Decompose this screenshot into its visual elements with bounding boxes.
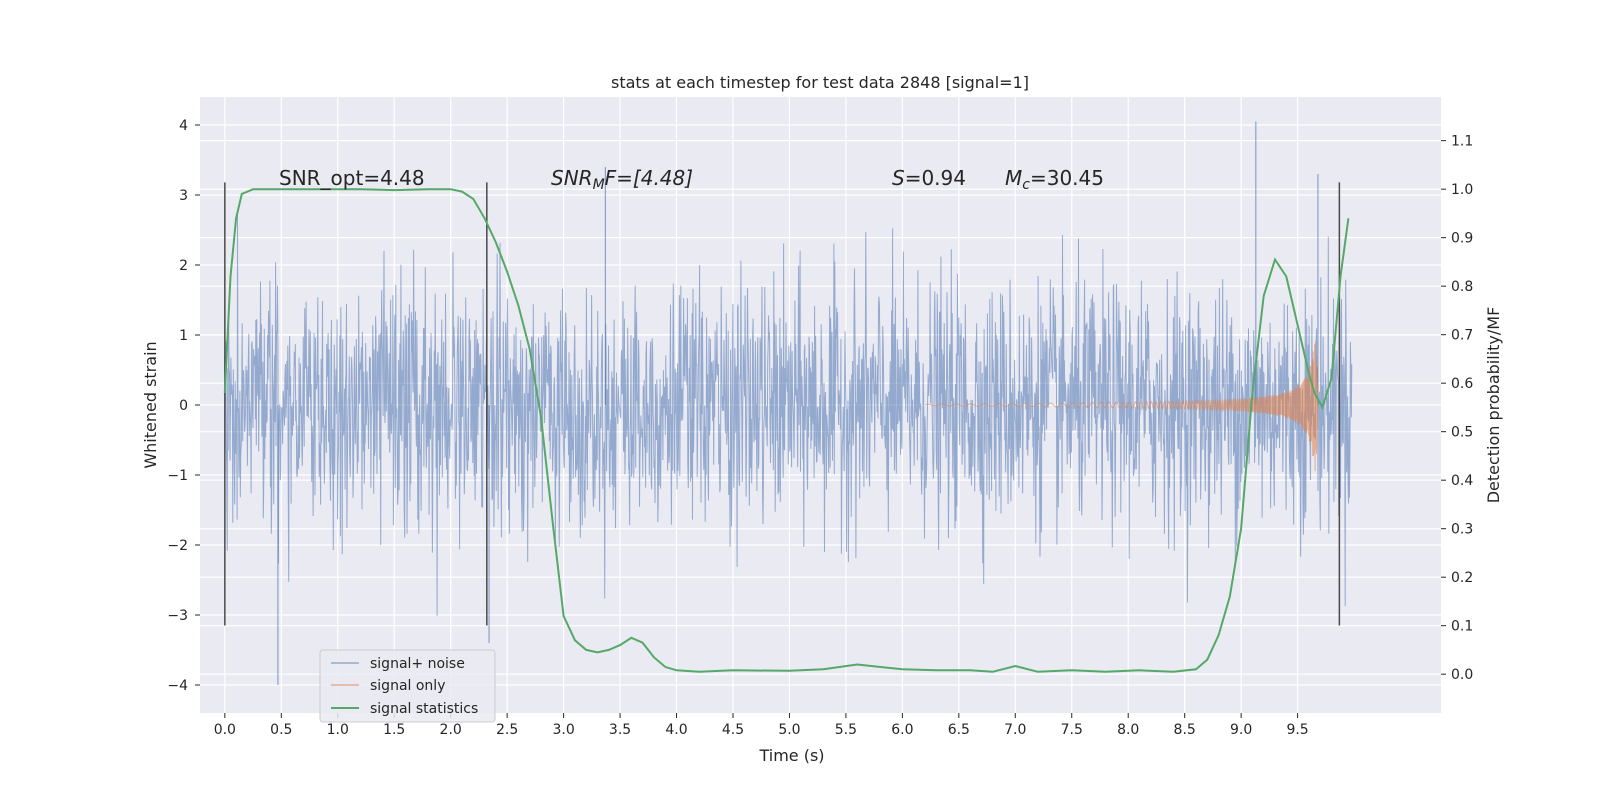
x-tick-label-18: 9.0 (1230, 722, 1252, 738)
vertical-markers (224, 182, 1341, 626)
mc-italic: M (1005, 166, 1022, 190)
y2-tick-label-4: 0.7 (1451, 328, 1473, 344)
x-tick-label-11: 5.5 (835, 722, 857, 738)
y2-axis-ticks: 1.1 1.0 0.9 0.8 0.7 0.6 0.5 0.4 0.3 0.2 0.1 0.0 (1441, 134, 1473, 683)
y-tick-label-6: −2 (167, 538, 188, 554)
y2-tick-label-3: 0.8 (1451, 279, 1473, 295)
s-rest: =0.94 (905, 166, 966, 190)
x-tick-label-15: 7.5 (1061, 722, 1083, 738)
x-axis-ticks: 0.0 0.5 1.0 1.5 2.0 2.5 3.0 3.5 4.0 4.5 5.0 5.5 6.0 6… (214, 713, 1309, 738)
y2-tick-label-9: 0.2 (1451, 570, 1473, 586)
x-tick-label-12: 6.0 (891, 722, 913, 738)
y-tick-label-3: 1 (179, 328, 188, 344)
x-tick-label-0: 0.0 (214, 722, 236, 738)
y2-tick-label-10: 0.1 (1451, 619, 1473, 635)
mc-sub: c (1022, 177, 1030, 193)
x-tick-label-3: 1.5 (383, 722, 405, 738)
annotation-mc: Mc=30.45 (1005, 166, 1104, 193)
x-tick-label-9: 4.5 (722, 722, 744, 738)
x-axis-label: Time (s) (758, 746, 824, 765)
y2-tick-label-6: 0.5 (1451, 425, 1473, 441)
y2-axis-label: Detection probability/MF (1484, 307, 1503, 504)
y2-tick-label-0: 1.1 (1451, 134, 1473, 150)
snr-mf-rest: F=[4.48] (605, 166, 693, 190)
y-tick-label-5: −1 (167, 468, 188, 484)
y-tick-label-0: 4 (179, 118, 188, 134)
x-tick-label-13: 6.5 (948, 722, 970, 738)
x-tick-label-2: 1.0 (327, 722, 349, 738)
x-tick-label-8: 4.0 (665, 722, 687, 738)
y2-tick-label-1: 1.0 (1451, 182, 1473, 198)
legend-box (319, 649, 496, 723)
annotation-s: S=0.94 (892, 166, 966, 190)
x-tick-label-14: 7.0 (1004, 722, 1026, 738)
y-tick-label-7: −3 (167, 608, 188, 624)
y2-tick-label-8: 0.3 (1451, 522, 1473, 538)
y2-tick-label-11: 0.0 (1451, 667, 1473, 683)
y-tick-label-4: 0 (179, 398, 188, 414)
y2-tick-label-7: 0.4 (1451, 473, 1473, 489)
legend-label-signal: signal only (370, 678, 445, 694)
x-tick-label-4: 2.0 (440, 722, 462, 738)
y-tick-label-1: 3 (179, 188, 188, 204)
x-tick-label-7: 3.5 (609, 722, 631, 738)
y-axis-ticks: 4 3 2 1 0 −1 −2 −3 −4 (167, 118, 200, 694)
s-italic: S (892, 166, 905, 190)
x-tick-label-1: 0.5 (270, 722, 292, 738)
x-tick-label-17: 8.5 (1174, 722, 1196, 738)
chart-title: stats at each timestep for test data 284… (611, 73, 1029, 92)
legend-label-noise: signal+ noise (370, 656, 465, 672)
legend: signal+ noise signal only signal statist… (319, 649, 496, 723)
y-tick-label-8: −4 (167, 678, 188, 694)
mc-rest: =30.45 (1030, 166, 1104, 190)
legend-label-stats: signal statistics (370, 701, 478, 717)
noise-trace (224, 214, 1353, 616)
snr-mf-italic: SNR (551, 166, 593, 190)
x-tick-label-19: 9.5 (1286, 722, 1308, 738)
x-tick-label-6: 3.0 (552, 722, 574, 738)
signal-noise-series (224, 121, 1353, 685)
y2-tick-label-2: 0.9 (1451, 231, 1473, 247)
snr-mf-sub: M (593, 177, 605, 193)
x-tick-label-10: 5.0 (778, 722, 800, 738)
annotation-snr-mf: SNRMF=[4.48] (551, 166, 693, 193)
statistics-line (223, 188, 1350, 673)
annotation-snr-opt: SNR_opt=4.48 (279, 166, 425, 190)
y-axis-label: Whitened strain (141, 341, 160, 468)
x-tick-label-5: 2.5 (496, 722, 518, 738)
y2-tick-label-5: 0.6 (1451, 376, 1473, 392)
x-tick-label-16: 8.0 (1117, 722, 1139, 738)
y-tick-label-2: 2 (179, 258, 188, 274)
signal-statistics-series (223, 188, 1350, 673)
